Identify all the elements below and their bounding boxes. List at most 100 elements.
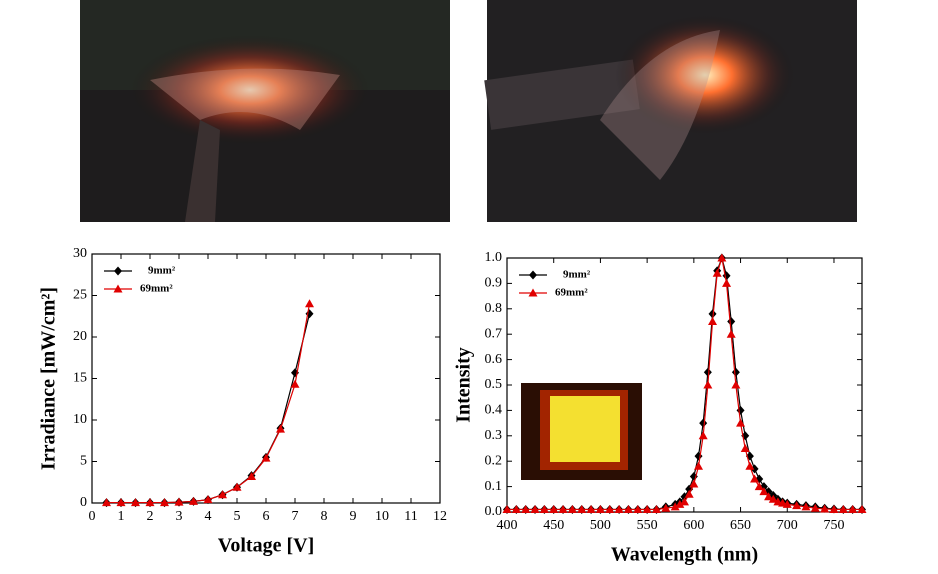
marker	[102, 498, 111, 507]
marker	[829, 504, 839, 513]
y-tick-label: 0.1	[485, 479, 503, 494]
series-line	[106, 313, 311, 504]
marker	[530, 504, 540, 513]
marker	[160, 498, 169, 507]
marker	[810, 503, 820, 512]
marker	[782, 499, 792, 508]
marker	[727, 317, 736, 326]
y-tick-label: 0.9	[485, 276, 503, 291]
marker	[768, 494, 778, 503]
marker	[792, 501, 802, 510]
marker	[203, 495, 213, 504]
x-tick-label: 600	[683, 518, 704, 533]
marker	[290, 379, 300, 388]
marker	[801, 502, 811, 511]
marker	[633, 504, 643, 513]
marker	[605, 504, 615, 513]
y-tick-label: 25	[73, 288, 87, 303]
y-tick-label: 10	[73, 412, 87, 427]
y-tick-label: 30	[73, 246, 87, 261]
marker	[521, 504, 531, 513]
y-tick-label: 0.3	[485, 428, 503, 443]
marker	[703, 380, 713, 389]
x-tick-label: 10	[375, 509, 389, 524]
legend-label: 69mm²	[140, 283, 173, 295]
marker	[689, 479, 699, 488]
marker	[174, 497, 184, 506]
marker	[740, 444, 750, 452]
marker	[529, 270, 537, 280]
marker	[712, 268, 722, 277]
marker	[684, 489, 694, 498]
marker	[623, 504, 633, 513]
marker	[567, 504, 577, 513]
marker	[694, 461, 704, 470]
y-tick-label: 0.4	[485, 403, 503, 418]
photo-right	[484, 0, 857, 222]
marker	[642, 504, 652, 513]
x-axis-label: Voltage [V]	[218, 535, 314, 557]
marker	[502, 504, 512, 513]
marker	[838, 504, 848, 513]
marker	[145, 498, 155, 507]
x-tick-label: 4	[205, 509, 212, 524]
x-tick-label: 750	[823, 518, 844, 533]
marker	[731, 367, 740, 377]
x-tick-label: 5	[234, 509, 241, 524]
marker	[614, 504, 624, 513]
photo-left	[80, 0, 450, 222]
marker	[305, 299, 314, 308]
legend-label: 69mm²	[555, 287, 588, 299]
marker	[675, 499, 685, 508]
marker	[539, 504, 549, 513]
marker	[113, 284, 123, 293]
marker	[549, 504, 559, 513]
marker	[577, 504, 587, 513]
marker	[726, 329, 736, 338]
x-tick-label: 7	[292, 509, 299, 524]
x-tick-label: 1	[118, 509, 125, 524]
y-tick-label: 0.5	[485, 377, 503, 392]
marker	[232, 482, 242, 491]
marker	[708, 317, 718, 325]
marker	[670, 502, 680, 511]
marker	[261, 453, 271, 462]
marker	[703, 367, 712, 377]
marker	[528, 288, 538, 297]
inset-photo	[521, 383, 642, 480]
marker	[708, 309, 717, 319]
legend-label: 9mm²	[563, 269, 591, 281]
marker	[750, 474, 760, 483]
marker	[661, 503, 671, 512]
marker	[694, 451, 703, 461]
x-axis-label: Wavelength (nm)	[611, 544, 758, 566]
marker	[764, 492, 774, 501]
marker	[114, 266, 122, 276]
marker	[736, 418, 746, 427]
marker	[189, 496, 198, 505]
marker	[698, 431, 708, 440]
marker	[699, 418, 708, 428]
y-axis-label: Intensity	[453, 347, 475, 423]
marker	[595, 504, 605, 513]
y-tick-label: 0.2	[485, 453, 503, 468]
marker	[820, 504, 830, 513]
marker	[586, 504, 596, 513]
legend-label: 9mm²	[148, 265, 176, 277]
marker	[736, 405, 745, 415]
y-tick-label: 20	[73, 329, 87, 344]
y-axis-label: Irradiance [mW/cm²]	[38, 287, 60, 470]
y-tick-label: 0	[80, 495, 87, 510]
x-tick-label: 550	[637, 518, 658, 533]
marker	[759, 487, 769, 496]
marker	[511, 504, 521, 513]
marker	[717, 253, 727, 262]
marker	[754, 482, 764, 491]
marker	[651, 504, 661, 513]
y-tick-label: 0.7	[485, 326, 503, 341]
x-tick-label: 2	[147, 509, 154, 524]
marker	[276, 424, 285, 433]
y-tick-label: 0.6	[485, 352, 503, 367]
y-tick-label: 15	[73, 371, 87, 386]
